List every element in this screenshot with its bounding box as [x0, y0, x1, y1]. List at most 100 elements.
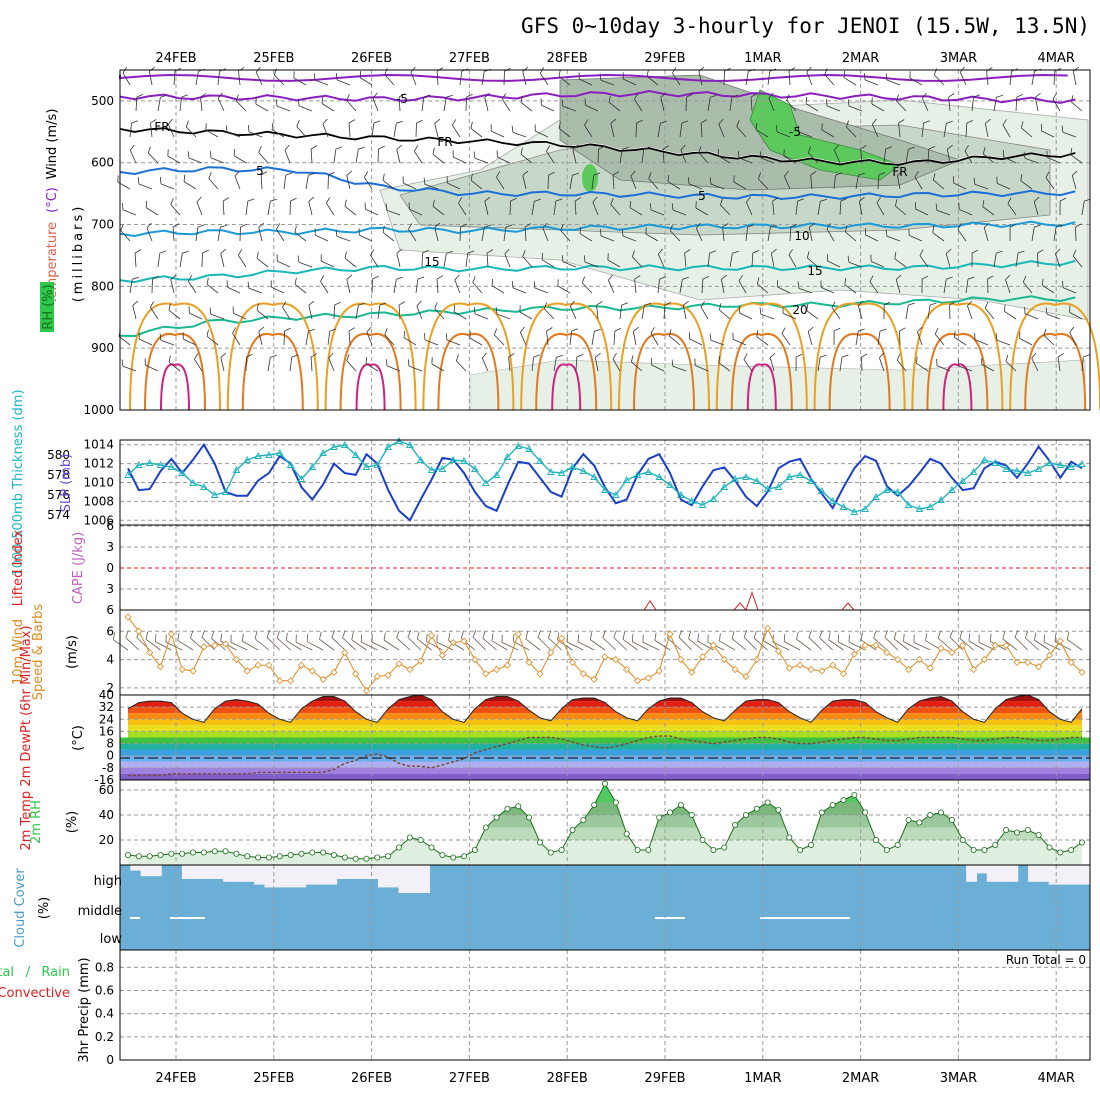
surface-barb-flag: [848, 634, 850, 643]
barb-staff: [755, 129, 769, 138]
wind-barb: [335, 229, 351, 242]
barb-staff: [522, 71, 527, 86]
barb-staff: [958, 365, 973, 372]
wind-panel: 246 10m Wind Speed & Barbs (m/s): [11, 604, 1091, 700]
barb-staff: [857, 305, 863, 320]
barb-flag: [132, 276, 139, 280]
wind-barb: [258, 146, 269, 164]
cloud-high-gap: [140, 865, 152, 877]
barb-staff: [695, 207, 709, 216]
surface-barb: [1002, 631, 1018, 651]
barb-staff: [496, 313, 511, 320]
barb-staff: [585, 104, 599, 112]
thickness-marker: [200, 482, 208, 490]
barb-staff: [745, 71, 749, 86]
barb-staff: [1070, 154, 1083, 164]
barb-staff: [410, 71, 417, 86]
barb-staff: [1055, 253, 1061, 268]
thickness-marker: [481, 478, 490, 486]
wind-barb: [520, 95, 533, 112]
pressure-tick-600: 600: [91, 156, 114, 170]
surface-barb: [371, 634, 389, 651]
top-date-29FEB: 29FEB: [644, 51, 685, 66]
wind-barb: [584, 119, 593, 138]
surface-barb-flag: [678, 630, 683, 638]
wind-barb: [957, 223, 967, 242]
barb-staff: [129, 279, 133, 294]
contour-label-15: 15: [807, 264, 822, 278]
barb-staff: [855, 175, 859, 190]
li-tick-6: 6: [106, 603, 114, 617]
wind-barb: [898, 119, 905, 138]
barb-flag: [858, 172, 865, 176]
barb-flag: [629, 200, 632, 208]
wind-marker: [352, 670, 360, 678]
barb-flag: [270, 280, 272, 288]
wind-barb: [946, 144, 953, 164]
thickness-marker: [687, 496, 696, 504]
barb-flag: [396, 120, 403, 124]
barb-flag: [234, 170, 240, 177]
wind-barb: [682, 300, 689, 320]
barb-flag: [417, 276, 425, 280]
barb-flag: [1062, 280, 1064, 288]
contour-label-10: 10: [794, 229, 809, 243]
slp-tick-1008: 1008: [83, 494, 114, 508]
barb-flag: [524, 223, 532, 228]
barb-flag: [258, 222, 265, 228]
wind-barb: [810, 171, 817, 190]
wind-barb: [877, 172, 886, 190]
barb-flag: [995, 333, 998, 341]
contour-label-15: 15: [424, 255, 439, 269]
wind-barb: [917, 326, 923, 346]
wind-barb: [1020, 174, 1033, 190]
wind-barb: [168, 355, 181, 372]
rh-band: [128, 783, 1082, 790]
barb-staff: [484, 201, 489, 216]
wind-barb: [421, 94, 431, 112]
surface-barb-staff: [622, 639, 638, 651]
top-date-4MAR: 4MAR: [1037, 51, 1074, 66]
wind-barb: [396, 248, 403, 268]
barb-staff: [336, 79, 351, 86]
wind-barb: [179, 250, 189, 268]
wind-marker: [503, 661, 511, 669]
wind-barb: [560, 224, 571, 242]
wind-barb: [974, 332, 989, 346]
barb-flag: [805, 96, 808, 104]
barb-staff: [157, 97, 161, 112]
rh-marker: [959, 837, 966, 844]
barb-staff: [798, 131, 813, 138]
barb-staff: [508, 357, 511, 372]
barb-flag: [546, 145, 551, 152]
barb-flag: [797, 198, 805, 202]
barb-flag: [775, 125, 778, 132]
temp-band-full: [120, 773, 1090, 780]
barb-flag: [160, 177, 162, 184]
barb-flag: [662, 145, 670, 150]
wind-barb: [398, 301, 406, 320]
surface-barb: [743, 630, 758, 651]
barb-staff: [798, 287, 813, 294]
barb-flag: [1005, 274, 1011, 281]
barb-flag: [556, 354, 563, 358]
barb-staff: [196, 201, 203, 216]
barb-flag: [702, 276, 710, 280]
barb-staff: [682, 305, 687, 320]
barb-flag: [484, 92, 491, 98]
wind-barb: [275, 99, 291, 112]
barb-flag: [147, 146, 151, 154]
barb-flag: [614, 328, 622, 332]
barb-flag: [722, 223, 729, 228]
barb-staff: [560, 230, 571, 242]
barb-flag: [310, 353, 318, 358]
wind-barb: [522, 170, 529, 190]
barb-flag: [294, 225, 297, 233]
wind-barb: [519, 326, 527, 346]
barb-flag: [985, 118, 991, 124]
wind-barb: [502, 93, 511, 112]
barb-flag: [484, 196, 491, 202]
rh-marker: [482, 824, 489, 831]
wind-marker: [167, 630, 175, 638]
ylabel-slash: /: [26, 965, 31, 980]
